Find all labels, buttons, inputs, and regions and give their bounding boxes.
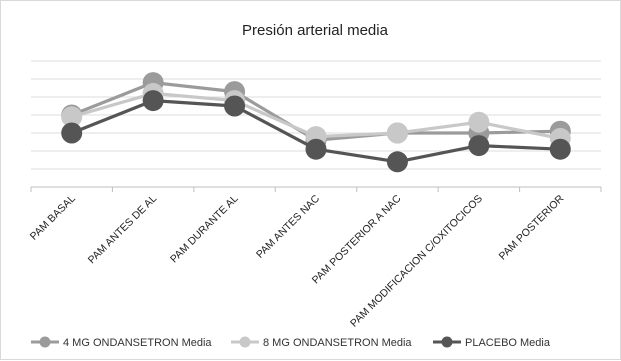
legend-label: PLACEBO Media <box>465 337 551 349</box>
legend-label: 4 MG ONDANSETRON Media <box>63 337 212 349</box>
series-group <box>61 72 571 173</box>
legend-marker <box>441 336 453 348</box>
x-tick-label: PAM POSTERIOR <box>497 192 567 262</box>
data-point <box>468 111 490 133</box>
x-tick-label: PAM ANTES NAC <box>254 192 322 260</box>
data-point <box>468 135 490 157</box>
legend-item: 4 MG ONDANSETRON Media <box>31 336 212 349</box>
x-tick-label: PAM POSTERIOR A NAC <box>310 192 404 286</box>
legend-item: 8 MG ONDANSETRON Media <box>231 336 412 349</box>
data-point <box>224 95 246 117</box>
legend-marker <box>239 336 251 348</box>
data-point <box>549 138 571 160</box>
series-3 <box>61 90 571 173</box>
data-point <box>386 151 408 173</box>
x-tick-label: PAM ANTES DE AL <box>86 193 160 267</box>
data-point <box>61 106 83 128</box>
x-tick-labels: PAM BASAL PAM ANTES DE AL PAM DURANTE AL PA… <box>28 192 567 329</box>
legend-item: PLACEBO Media <box>433 336 551 349</box>
x-tick-label: PAM DURANTE AL <box>168 193 241 266</box>
legend-label: 8 MG ONDANSETRON Media <box>263 337 412 349</box>
data-point <box>61 122 83 144</box>
data-point <box>386 122 408 144</box>
x-tick-label: PAM MODIFICACION C/OXITOCICOS <box>348 193 485 330</box>
data-point <box>305 138 327 160</box>
x-axis <box>30 186 602 192</box>
legend: 4 MG ONDANSETRON Media 8 MG ONDANSETRON M… <box>31 336 551 349</box>
chart-title: Presión arterial media <box>242 22 389 39</box>
x-tick-label: PAM BASAL <box>28 193 78 243</box>
legend-marker <box>39 336 51 348</box>
data-point <box>142 90 164 112</box>
